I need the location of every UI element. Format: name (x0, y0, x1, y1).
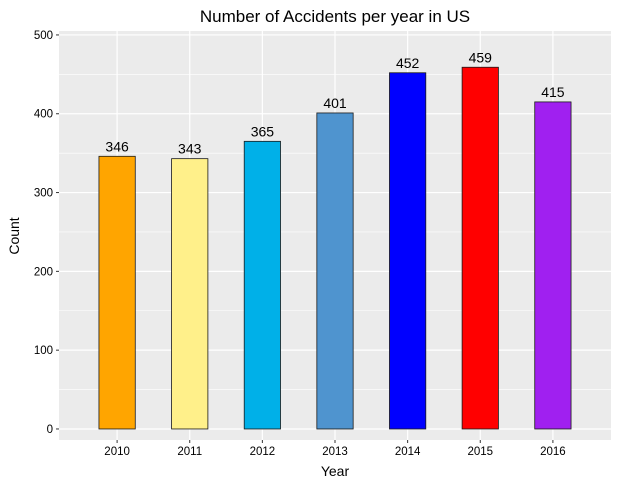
bar-2011 (171, 158, 209, 430)
value-label: 401 (323, 95, 347, 111)
y-tick-label: 500 (34, 30, 53, 42)
x-tick-label: 2015 (467, 446, 493, 458)
value-label: 452 (396, 55, 420, 71)
value-label: 343 (178, 141, 202, 157)
chart-title: Number of Accidents per year in US (200, 7, 470, 26)
value-label: 365 (251, 123, 275, 139)
bar-2014 (389, 72, 427, 430)
y-axis-ticks: 0 100 200 300 400 500 (34, 30, 59, 436)
x-tick-label: 2013 (322, 446, 348, 458)
bar-2015 (461, 66, 499, 430)
y-tick-label: 400 (34, 109, 53, 121)
value-labels-group: 346 343 365 401 452 459 415 (105, 49, 564, 156)
x-axis-ticks: 2010 2011 2012 2013 2014 2015 2016 (104, 440, 566, 458)
value-label: 459 (469, 49, 493, 65)
x-axis-title: Year (321, 463, 350, 479)
y-tick-label: 200 (34, 266, 53, 278)
bar-2016 (534, 101, 572, 430)
y-tick-label: 100 (34, 345, 53, 357)
x-tick-label: 2016 (540, 446, 566, 458)
y-tick-label: 300 (34, 188, 53, 200)
bar-2013 (316, 112, 354, 430)
bar-2010 (98, 155, 136, 430)
bars-group (98, 66, 572, 430)
x-tick-label: 2011 (177, 446, 202, 458)
y-axis-title: Count (6, 217, 22, 254)
x-tick-label: 2012 (250, 446, 276, 458)
x-tick-label: 2014 (395, 446, 421, 458)
value-label: 346 (105, 138, 129, 154)
y-tick-label: 0 (47, 424, 53, 436)
value-label: 415 (541, 84, 565, 100)
x-tick-label: 2010 (104, 446, 130, 458)
bar-2012 (243, 140, 281, 430)
